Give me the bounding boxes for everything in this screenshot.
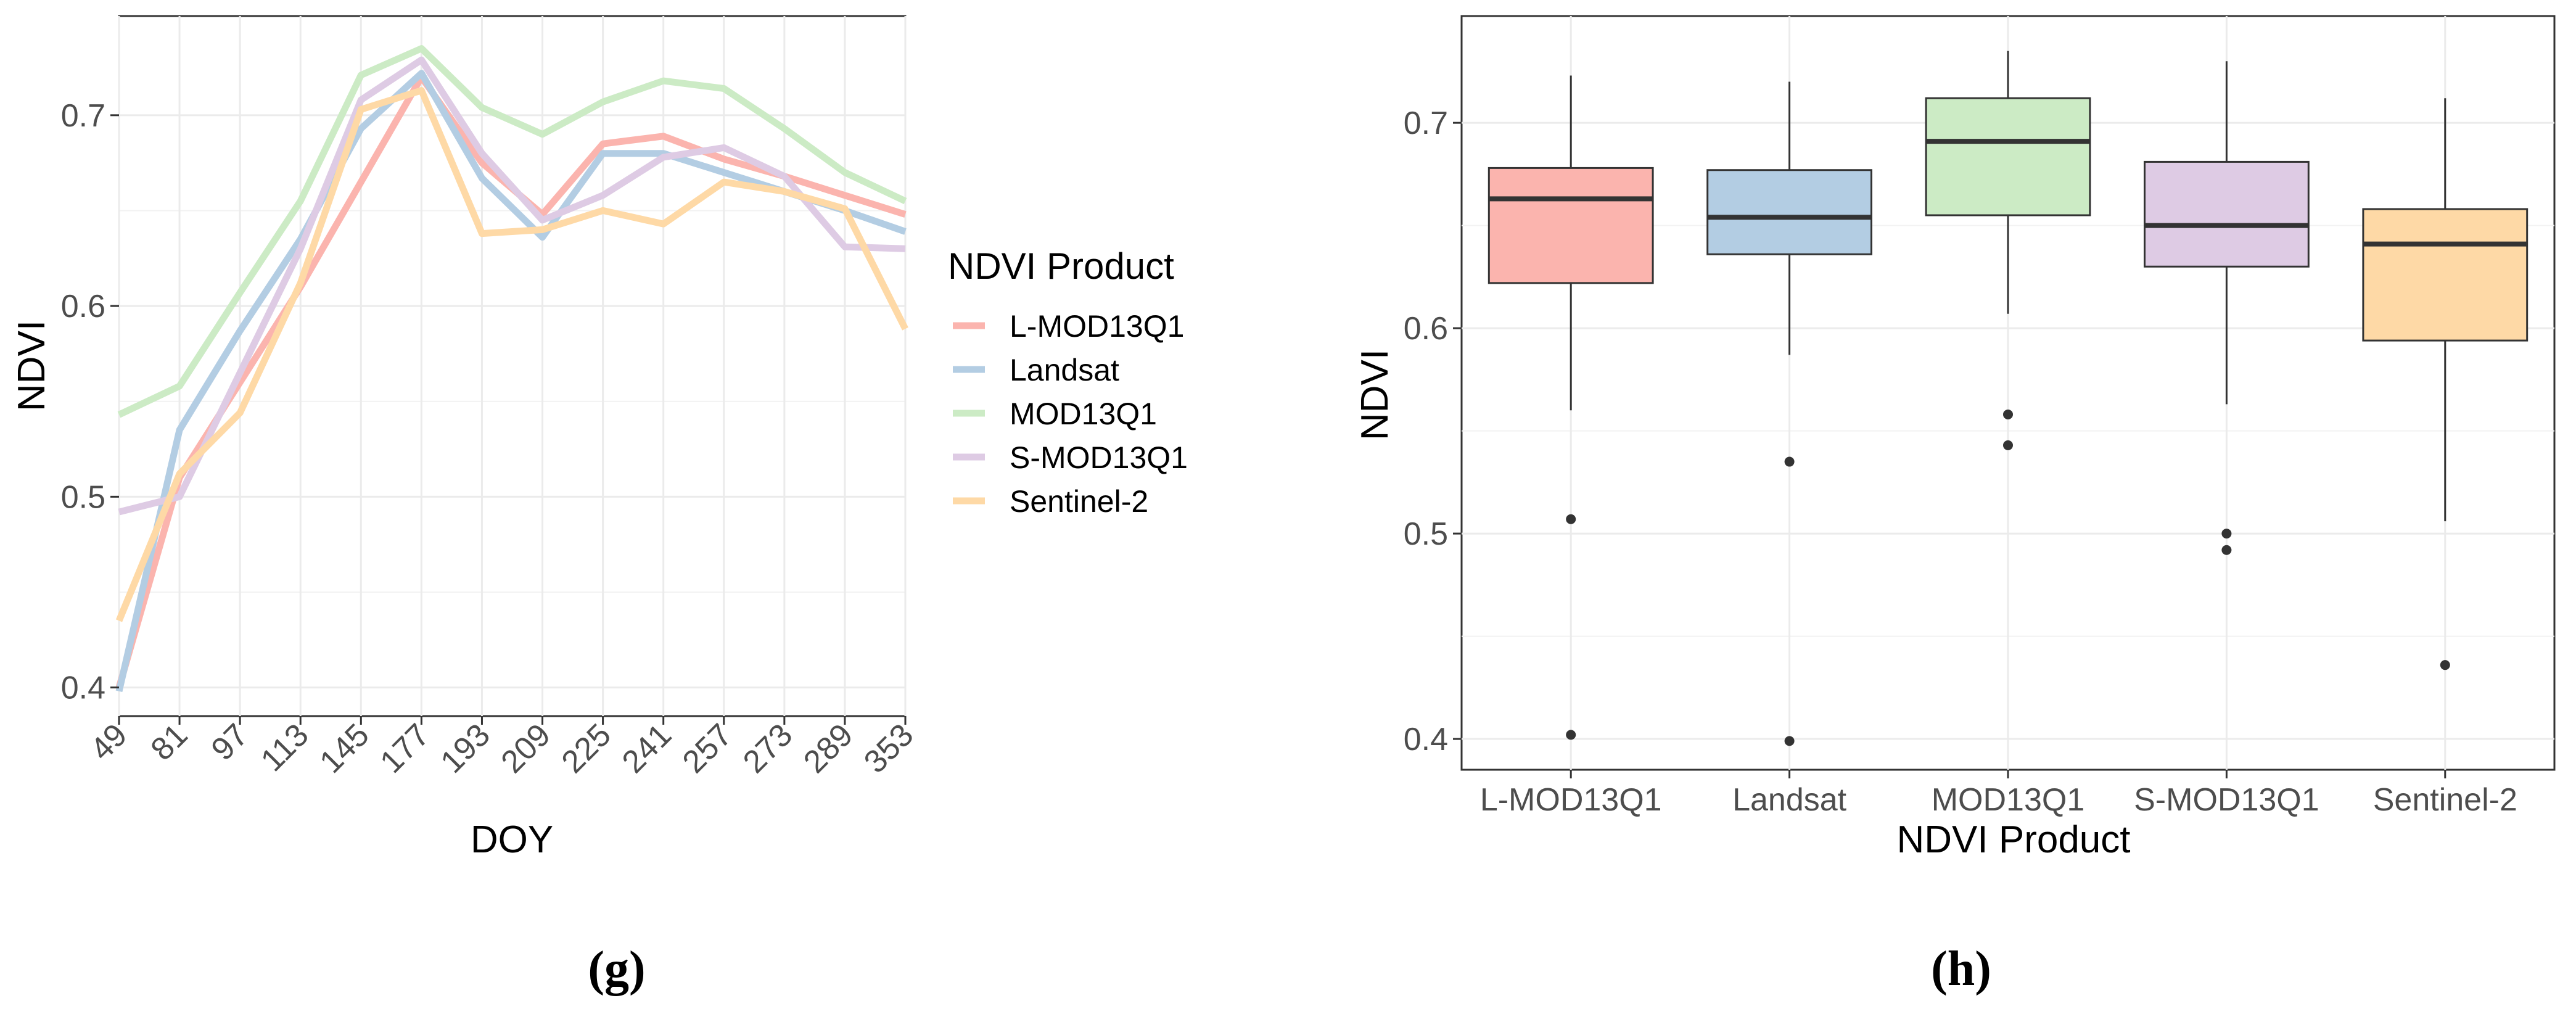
x-tick-label: 81 bbox=[144, 717, 195, 767]
box-sentinel-2 bbox=[2362, 98, 2529, 670]
x-tick-label: 273 bbox=[736, 717, 799, 780]
box-mod13q1 bbox=[1925, 51, 2091, 450]
x-tick-label: 225 bbox=[555, 717, 618, 780]
outlier-point bbox=[2221, 545, 2232, 555]
y-tick-label: 0.5 bbox=[61, 479, 105, 515]
legend-label: Sentinel-2 bbox=[1010, 484, 1148, 519]
box-body bbox=[2144, 160, 2310, 268]
outlier-point bbox=[2221, 529, 2232, 539]
line-chart-y-axis-label: NDVI bbox=[10, 320, 53, 411]
x-tick-label: S-MOD13Q1 bbox=[2134, 782, 2319, 818]
outlier-point bbox=[2003, 440, 2013, 450]
box-s-mod13q1 bbox=[2144, 61, 2310, 555]
y-tick-label: 0.4 bbox=[1404, 722, 1448, 757]
legend-label: L-MOD13Q1 bbox=[1010, 309, 1184, 344]
box-landsat bbox=[1706, 81, 1872, 746]
outlier-point bbox=[1784, 456, 1795, 467]
y-tick-label: 0.4 bbox=[61, 670, 105, 706]
box-body bbox=[1488, 167, 1654, 284]
y-tick-label: 0.7 bbox=[61, 98, 105, 134]
line-chart-x-axis-label: DOY bbox=[471, 818, 553, 861]
x-tick-label: 241 bbox=[615, 717, 678, 780]
x-tick-label: 177 bbox=[374, 717, 437, 780]
box-plot-x-ticks: L-MOD13Q1 Landsat MOD13Q1 S-MOD13Q1 Sentinel… bbox=[1480, 770, 2517, 818]
x-tick-label: 209 bbox=[495, 717, 558, 780]
x-tick-label: 353 bbox=[857, 717, 920, 780]
series-line-mod13q1 bbox=[117, 45, 907, 418]
line-chart-y-ticks: 0.4 0.5 0.6 0.7 bbox=[61, 98, 119, 706]
x-tick-label: 289 bbox=[797, 717, 860, 780]
x-tick-label: 257 bbox=[676, 717, 739, 780]
line-chart-series-group bbox=[115, 45, 908, 693]
x-tick-label: 97 bbox=[205, 717, 255, 767]
box-body bbox=[2362, 208, 2529, 342]
y-tick-label: 0.5 bbox=[1404, 516, 1448, 552]
x-tick-label: Landsat bbox=[1732, 782, 1847, 818]
y-tick-label: 0.7 bbox=[1404, 105, 1448, 141]
y-tick-label: 0.6 bbox=[1404, 311, 1448, 347]
x-tick-label: 49 bbox=[84, 717, 134, 767]
box-plot-panel: 0.4 0.5 0.6 0.7 L-MOD13Q1 Landsat MOD13Q1 S-MO… bbox=[1354, 15, 2556, 996]
legend-label: MOD13Q1 bbox=[1010, 397, 1157, 431]
box-plot-y-axis-label: NDVI bbox=[1354, 349, 1396, 440]
outlier-point bbox=[2003, 409, 2013, 419]
legend-label: Landsat bbox=[1010, 353, 1119, 387]
panel-label-g: (g) bbox=[588, 942, 645, 996]
outlier-point bbox=[1566, 730, 1576, 740]
series-line-s-mod13q1 bbox=[118, 56, 906, 516]
x-tick-label: MOD13Q1 bbox=[1932, 782, 2085, 818]
box-body bbox=[1706, 169, 1872, 255]
x-tick-label: 113 bbox=[254, 717, 316, 778]
box-plot-boxes bbox=[1488, 51, 2529, 746]
legend-label: S-MOD13Q1 bbox=[1010, 440, 1188, 475]
x-tick-label: L-MOD13Q1 bbox=[1480, 782, 1662, 818]
outlier-point bbox=[2440, 660, 2450, 670]
line-chart-legend: NDVI Product L-MOD13Q1 Landsat MOD13Q1 S-MO… bbox=[948, 245, 1188, 519]
legend-title: NDVI Product bbox=[948, 245, 1174, 287]
series-line-sentinel-2 bbox=[115, 87, 908, 622]
x-tick-label: 145 bbox=[313, 717, 376, 780]
box-l-mod13q1 bbox=[1488, 75, 1654, 740]
line-chart-panel: 0.4 0.5 0.6 0.7 49 81 97113145177193209225241… bbox=[10, 15, 1188, 996]
y-tick-label: 0.6 bbox=[61, 289, 105, 324]
outlier-point bbox=[1784, 736, 1795, 746]
box-plot-x-axis-label: NDVI Product bbox=[1896, 818, 2130, 861]
box-plot-y-ticks: 0.4 0.5 0.6 0.7 bbox=[1404, 105, 1462, 757]
box-body bbox=[1925, 97, 2091, 216]
x-tick-label: 193 bbox=[434, 717, 497, 780]
panel-label-h: (h) bbox=[1931, 942, 1991, 996]
x-tick-label: Sentinel-2 bbox=[2373, 782, 2517, 818]
outlier-point bbox=[1566, 514, 1576, 524]
